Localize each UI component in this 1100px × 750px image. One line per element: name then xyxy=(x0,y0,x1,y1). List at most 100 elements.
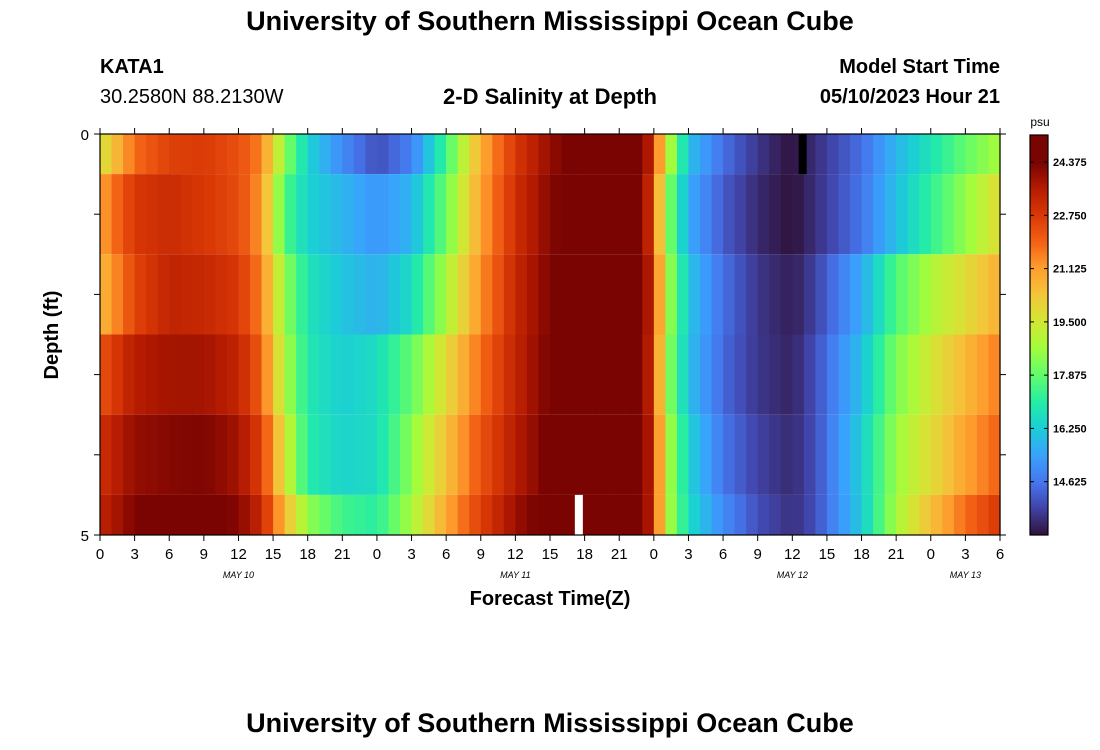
station-id: KATA1 xyxy=(100,56,164,78)
heatmap-cell xyxy=(353,174,366,255)
heatmap-cell xyxy=(769,334,782,415)
heatmap-cell xyxy=(457,134,470,175)
heatmap-cell xyxy=(503,134,516,175)
heatmap-cell xyxy=(734,494,747,535)
heatmap-cell xyxy=(700,174,713,255)
heatmap-cell xyxy=(584,254,597,335)
heatmap-cell xyxy=(700,134,713,175)
heatmap-cell xyxy=(573,334,586,415)
heatmap-cell xyxy=(688,414,701,495)
heatmap-cell xyxy=(446,134,459,175)
heatmap-cell xyxy=(896,494,909,535)
heatmap-cell xyxy=(873,254,886,335)
heatmap-cell xyxy=(411,414,424,495)
heatmap-cell xyxy=(642,494,655,535)
y-tick-label: 0 xyxy=(81,127,89,144)
heatmap-cell xyxy=(653,134,666,175)
heatmap-cell xyxy=(307,334,320,415)
heatmap-cell xyxy=(976,254,990,335)
x-tick-label: 21 xyxy=(334,546,351,563)
heatmap-cell xyxy=(884,494,897,535)
heatmap-cell xyxy=(861,494,874,535)
x-tick-label: 9 xyxy=(754,546,762,563)
heatmap-cell xyxy=(457,414,470,495)
heatmap-cell xyxy=(192,174,205,255)
heatmap-cell xyxy=(619,134,632,175)
y-axis-ticks: 05 xyxy=(81,127,1006,545)
heatmap-cell xyxy=(330,494,343,535)
heatmap-cell xyxy=(538,494,551,535)
heatmap-cell xyxy=(723,414,736,495)
heatmap-cell xyxy=(884,174,897,255)
heatmap-cell xyxy=(134,334,147,415)
heatmap-cell xyxy=(273,494,286,535)
x-tick-label: 9 xyxy=(477,546,485,563)
heatmap-cell xyxy=(688,174,701,255)
heatmap-cell xyxy=(630,254,643,335)
heatmap-cell xyxy=(850,134,863,175)
heatmap-cell xyxy=(676,494,690,535)
heatmap-cell xyxy=(376,134,390,175)
heatmap-cell xyxy=(769,254,782,335)
heatmap-cell xyxy=(123,414,136,495)
heatmap-cell xyxy=(457,494,470,535)
heatmap-cell xyxy=(723,494,736,535)
heatmap-cell xyxy=(434,174,447,255)
heatmap-cell xyxy=(676,174,690,255)
heatmap-cell xyxy=(226,494,240,535)
heatmap-cell xyxy=(261,334,274,415)
heatmap-cell xyxy=(803,334,816,415)
heatmap-cell xyxy=(965,174,978,255)
heatmap-cell xyxy=(342,174,355,255)
heatmap-cell xyxy=(284,134,297,175)
heatmap-cell xyxy=(884,334,897,415)
heatmap-cell xyxy=(100,414,113,495)
heatmap-cell xyxy=(111,254,124,335)
heatmap-cell xyxy=(284,174,297,255)
heatmap-cell xyxy=(550,254,563,335)
heatmap-cell xyxy=(319,414,332,495)
heatmap-cell xyxy=(307,134,320,175)
heatmap-cell xyxy=(757,174,770,255)
heatmap-cell xyxy=(769,174,782,255)
heatmap-cell xyxy=(573,134,586,175)
heatmap-cell xyxy=(146,174,159,255)
heatmap-cell xyxy=(284,494,297,535)
heatmap-cell xyxy=(826,494,840,535)
heatmap-cell xyxy=(376,494,390,535)
heatmap-cell xyxy=(100,254,113,335)
heatmap-cell xyxy=(630,414,643,495)
heatmap-cell xyxy=(388,494,401,535)
heatmap-cell xyxy=(411,254,424,335)
heatmap-cell xyxy=(919,414,932,495)
heatmap-cell xyxy=(307,254,320,335)
colorbar-ticks: 24.375 22.750 21.125 19.500 17.875 16.250 14.6… xyxy=(1030,157,1087,489)
heatmap-cell xyxy=(134,134,147,175)
heatmap-cell xyxy=(480,254,493,335)
heatmap-cell xyxy=(261,254,274,335)
heatmap-cell xyxy=(134,254,147,335)
heatmap-cell xyxy=(134,494,147,535)
heatmap-cell xyxy=(423,494,436,535)
heatmap-cell xyxy=(757,134,770,175)
station-coordinates: 30.2580N 88.2130W xyxy=(100,86,284,108)
heatmap-cell xyxy=(261,494,274,535)
heatmap-cells xyxy=(100,134,1001,535)
x-tick-label: 3 xyxy=(684,546,692,563)
heatmap-cell xyxy=(492,414,505,495)
heatmap-cell xyxy=(757,494,770,535)
heatmap-cell xyxy=(896,414,909,495)
heatmap-cell xyxy=(457,334,470,415)
heatmap-cell xyxy=(665,254,678,335)
heatmap-cell xyxy=(261,134,274,175)
heatmap-cell xyxy=(111,414,124,495)
heatmap-cell xyxy=(319,254,332,335)
x-tick-label: 12 xyxy=(230,546,247,563)
x-tick-label: 6 xyxy=(442,546,450,563)
heatmap-cell xyxy=(850,174,863,255)
heatmap-cell xyxy=(503,174,516,255)
colorbar xyxy=(1029,134,1049,536)
heatmap-cell xyxy=(261,414,274,495)
heatmap-cell xyxy=(665,174,678,255)
heatmap-cell xyxy=(400,414,413,495)
